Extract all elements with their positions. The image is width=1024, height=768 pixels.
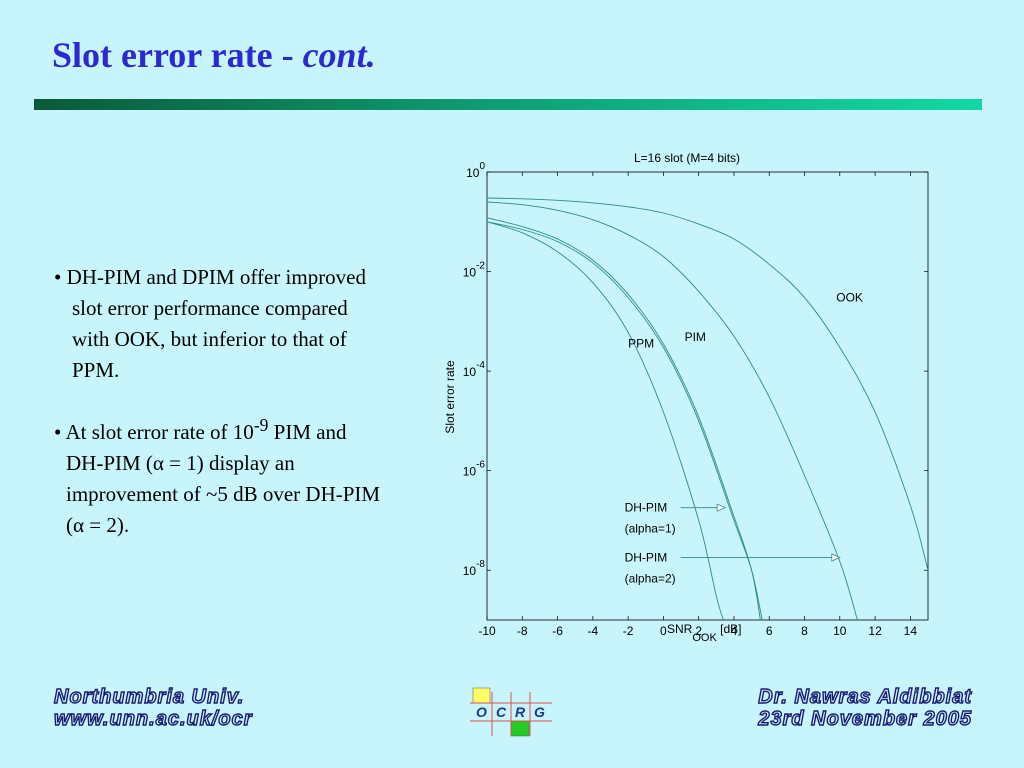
x-tick-label: 8 [801,624,808,638]
chart-title: L=16 slot (M=4 bits) [634,151,740,165]
y-tick-label: 10-2 [463,261,486,280]
title-divider [34,99,982,110]
annotation-arrow-head [716,503,727,512]
y-tick-label: 10-4 [463,360,486,379]
annotation-dh-pim-alpha-1-sub: (alpha=1) [625,522,676,536]
plot-frame [486,171,929,621]
footer-date: 23rd November 2005 [758,707,972,730]
y-tick-label: 10-8 [463,559,486,578]
bullet-2-post: PIM and DH-PIM (α = 1) display an improv… [66,420,381,537]
annotation-pim: PIM [685,330,706,344]
title-main: Slot error rate - [52,35,303,75]
logo-letter-g: G [534,704,545,720]
bullet-2-pre: • At slot error rate of 10 [54,420,254,444]
slide-title: Slot error rate - cont. [52,34,376,76]
bullet-2: • At slot error rate of 10-9 PIM and DH-… [54,410,384,541]
y-axis-label: Slot error rate [443,360,457,434]
footer-university: Northumbria Univ. [53,685,245,708]
x-tick-label: -10 [478,624,496,638]
x-tick-label: -2 [623,624,634,638]
x-tick-label: -4 [588,624,599,638]
x-tick-label: 10 [833,624,847,638]
logo-green-square [510,720,530,737]
y-tick-label: 100 [466,161,485,180]
annotation-arrow-head [831,553,841,562]
x-tick-label: -8 [517,624,528,638]
logo-letter-c: C [496,704,507,720]
footer-author: Dr. Nawras Aldibbiat [758,685,972,708]
series-line-pim [486,221,763,621]
x-axis-label: SNROOK [dB] [667,622,741,644]
footer-left: Northumbria Univ. www.unn.ac.uk/ocr [53,685,253,730]
y-tick-label: 10-6 [463,460,486,479]
bullet-list: • DH-PIM and DPIM offer improved slot er… [54,262,384,541]
x-tick-label: 0 [660,624,667,638]
slot-error-rate-chart: L=16 slot (M=4 bits) Slot error rate SNR… [443,151,929,644]
series-line-ppm [486,221,724,621]
x-tick-label: 12 [868,624,882,638]
annotation-ppm: PPM [628,336,654,350]
x-axis-label-unit: [dB] [717,622,742,636]
x-tick-label: 6 [766,624,773,638]
footer-right: Dr. Nawras Aldibbiat 23rd November 2005 [758,685,972,730]
x-tick-label: 2 [695,624,702,638]
logo-letter-r: R [515,704,526,720]
bullet-1: • DH-PIM and DPIM offer improved slot er… [54,265,367,382]
annotation-dh-pim-alpha-1: DH-PIM [625,501,668,515]
logo-yellow-square [472,687,491,704]
x-axis-label-main: SNR [667,622,693,636]
footer-website: www.unn.ac.uk/ocr [53,707,253,730]
bullet-2-sup: -9 [253,415,269,435]
series-line-dh-pim-alpha-1 [486,217,761,621]
x-tick-label: 14 [904,624,918,638]
x-tick-label: 4 [731,624,738,638]
annotation-dh-pim-alpha-2-sub: (alpha=2) [625,571,676,585]
series-line-ook [486,197,929,571]
logo-letter-o: O [476,704,487,720]
annotation-dh-pim-alpha-2: DH-PIM [625,550,668,564]
title-italic: cont. [302,35,376,75]
x-axis-label-sub: OOK [692,632,717,644]
ocrg-logo: O C R G [470,687,552,737]
series-line-dh-pim-alpha-2 [486,201,858,621]
x-tick-label: -6 [552,624,563,638]
annotation-ook: OOK [836,291,863,305]
